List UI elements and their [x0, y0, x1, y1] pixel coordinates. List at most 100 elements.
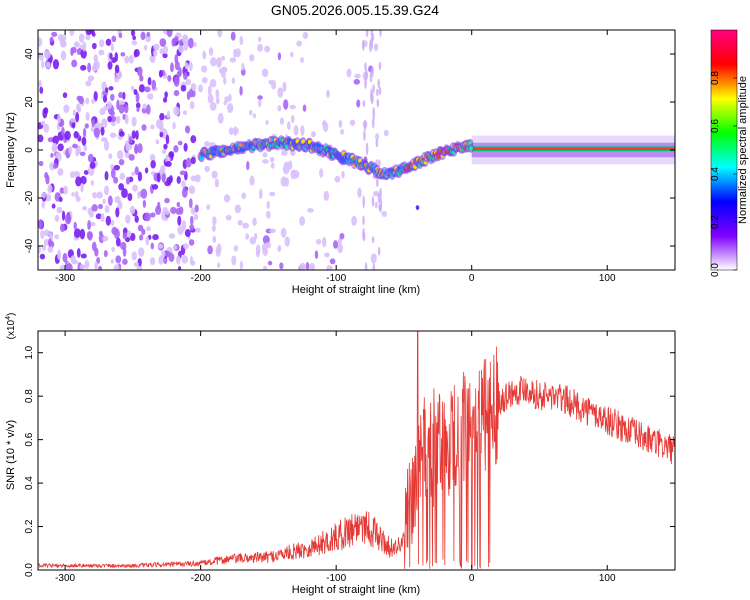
- spectrogram-speckle: [135, 102, 141, 109]
- spectrogram-speckle: [151, 79, 157, 90]
- x-tick-label: 100: [599, 273, 616, 284]
- ridge-outlier: [415, 205, 420, 211]
- spectrogram-speckle: [94, 247, 99, 257]
- spectrogram-speckle: [69, 30, 75, 37]
- spectrogram-speckle: [157, 243, 164, 249]
- spectrogram-speckle: [61, 126, 65, 136]
- spectrogram-speckle: [109, 110, 115, 117]
- spectrogram-speckle: [89, 30, 94, 34]
- spectrogram-speckle: [365, 68, 368, 81]
- spectrogram-speckle: [178, 67, 182, 77]
- spectrogram-speckle: [64, 130, 71, 141]
- spectrogram-speckle: [85, 97, 90, 105]
- spectrogram-speckle: [78, 33, 85, 43]
- spectrogram-speckle: [189, 215, 194, 226]
- spectrogram-speckle: [104, 185, 110, 196]
- spectrogram-speckle: [378, 86, 382, 96]
- spectrogram-speckle: [220, 68, 226, 79]
- spectrogram-speckle: [138, 247, 145, 257]
- spectrogram-speckle: [207, 245, 213, 255]
- spectrogram-speckle: [197, 84, 204, 93]
- spectrogram-speckle: [166, 30, 173, 38]
- spectrogram-speckle: [289, 104, 297, 110]
- spectrogram-speckle: [334, 175, 341, 183]
- spectrogram-speckle: [105, 87, 109, 93]
- spectrogram-speckle: [131, 40, 138, 46]
- spectrogram-speckle: [193, 213, 199, 221]
- spectrogram-speckle: [139, 234, 144, 241]
- spectrogram-speckle: [161, 250, 166, 258]
- spectrogram-speckle: [362, 100, 366, 108]
- spectrogram-speckle: [379, 197, 383, 211]
- y-tick-label: 1.0: [24, 345, 35, 359]
- spectrogram-speckle: [48, 238, 52, 247]
- spectrogram-speckle: [87, 232, 93, 241]
- spectrogram-speckle: [118, 183, 125, 191]
- spectrogram-speckle: [177, 215, 182, 226]
- spectrogram-speckle: [179, 170, 187, 176]
- spectrogram-speckle: [333, 240, 339, 249]
- spectrogram-speckle: [146, 31, 151, 38]
- spectrogram-speckle: [372, 84, 375, 94]
- spectrogram-speckle: [87, 75, 95, 82]
- spectrogram-speckle: [165, 161, 172, 167]
- spectrogram-speckle: [114, 228, 120, 240]
- y-tick-label: 0.6: [24, 432, 35, 446]
- spectrogram-speckle: [146, 226, 151, 232]
- spectrogram-speckle: [73, 228, 81, 239]
- spectrogram-speckle: [144, 212, 151, 222]
- spectrogram-speckle: [133, 89, 138, 95]
- spectrogram-speckle: [73, 221, 77, 230]
- spectrogram-speckle: [340, 128, 345, 135]
- spectrogram-speckle: [226, 102, 234, 114]
- spectrogram-speckle: [363, 130, 366, 142]
- spectrogram-speckle: [99, 39, 105, 48]
- spectrogram-speckle: [107, 195, 113, 206]
- spectrogram-speckle: [141, 124, 147, 131]
- spectrogram-speckle: [201, 65, 208, 73]
- spectrogram-speckle: [373, 190, 380, 197]
- spectrogram-speckle: [120, 52, 126, 57]
- spectrogram-speckle: [261, 68, 269, 78]
- spectrogram-speckle: [38, 37, 43, 47]
- spectrogram-speckle: [40, 192, 46, 199]
- spectrogram-speckle: [70, 118, 76, 123]
- spectrogram-speckle: [115, 115, 121, 124]
- spectrogram-speckle: [61, 210, 66, 221]
- spectrogram-speckle: [339, 232, 345, 240]
- spectrogram-speckle: [43, 107, 49, 115]
- spectrogram-speckle: [94, 261, 99, 270]
- snr-x-axis-label: Height of straight line (km): [292, 584, 420, 596]
- spectrogram-speckle: [257, 95, 263, 100]
- spectrogram-speckle: [54, 234, 60, 240]
- spectrogram-speckle: [223, 76, 227, 85]
- spectrogram-speckle: [111, 246, 115, 252]
- spectrogram-speckle: [253, 233, 258, 240]
- spectrogram-speckle: [356, 99, 361, 108]
- spectrogram-speckle: [282, 81, 287, 93]
- spectrogram-speckle: [307, 208, 314, 213]
- spectrogram-speckle: [109, 52, 113, 60]
- spectrogram-speckle: [279, 117, 284, 126]
- spectrogram-speckle: [165, 134, 170, 145]
- spectrogram-speckle: [93, 60, 100, 71]
- spectrogram-speckle: [225, 214, 232, 221]
- spectrogram-speckle: [79, 228, 86, 240]
- spectrogram-speckle: [371, 196, 375, 207]
- spectrogram-speckle: [113, 264, 120, 270]
- spectrogram-speckle: [357, 187, 362, 198]
- spectrogram-speckle: [161, 149, 167, 155]
- spectrogram-speckle: [195, 227, 201, 233]
- spectrogram-speckle: [190, 135, 197, 144]
- spectrogram-speckle: [346, 68, 352, 78]
- spectrogram-speckle: [50, 153, 54, 158]
- spectrogram-speckle: [163, 143, 168, 150]
- snr-y-multiplier: (x104): [5, 313, 17, 340]
- spectrogram-speckle: [111, 35, 117, 43]
- spectrogram-y-axis-label: Frequency (Hz): [5, 112, 17, 188]
- spectrogram-speckle: [131, 130, 137, 140]
- spectrogram-speckle: [175, 255, 181, 265]
- spectrogram-speckle: [59, 223, 65, 233]
